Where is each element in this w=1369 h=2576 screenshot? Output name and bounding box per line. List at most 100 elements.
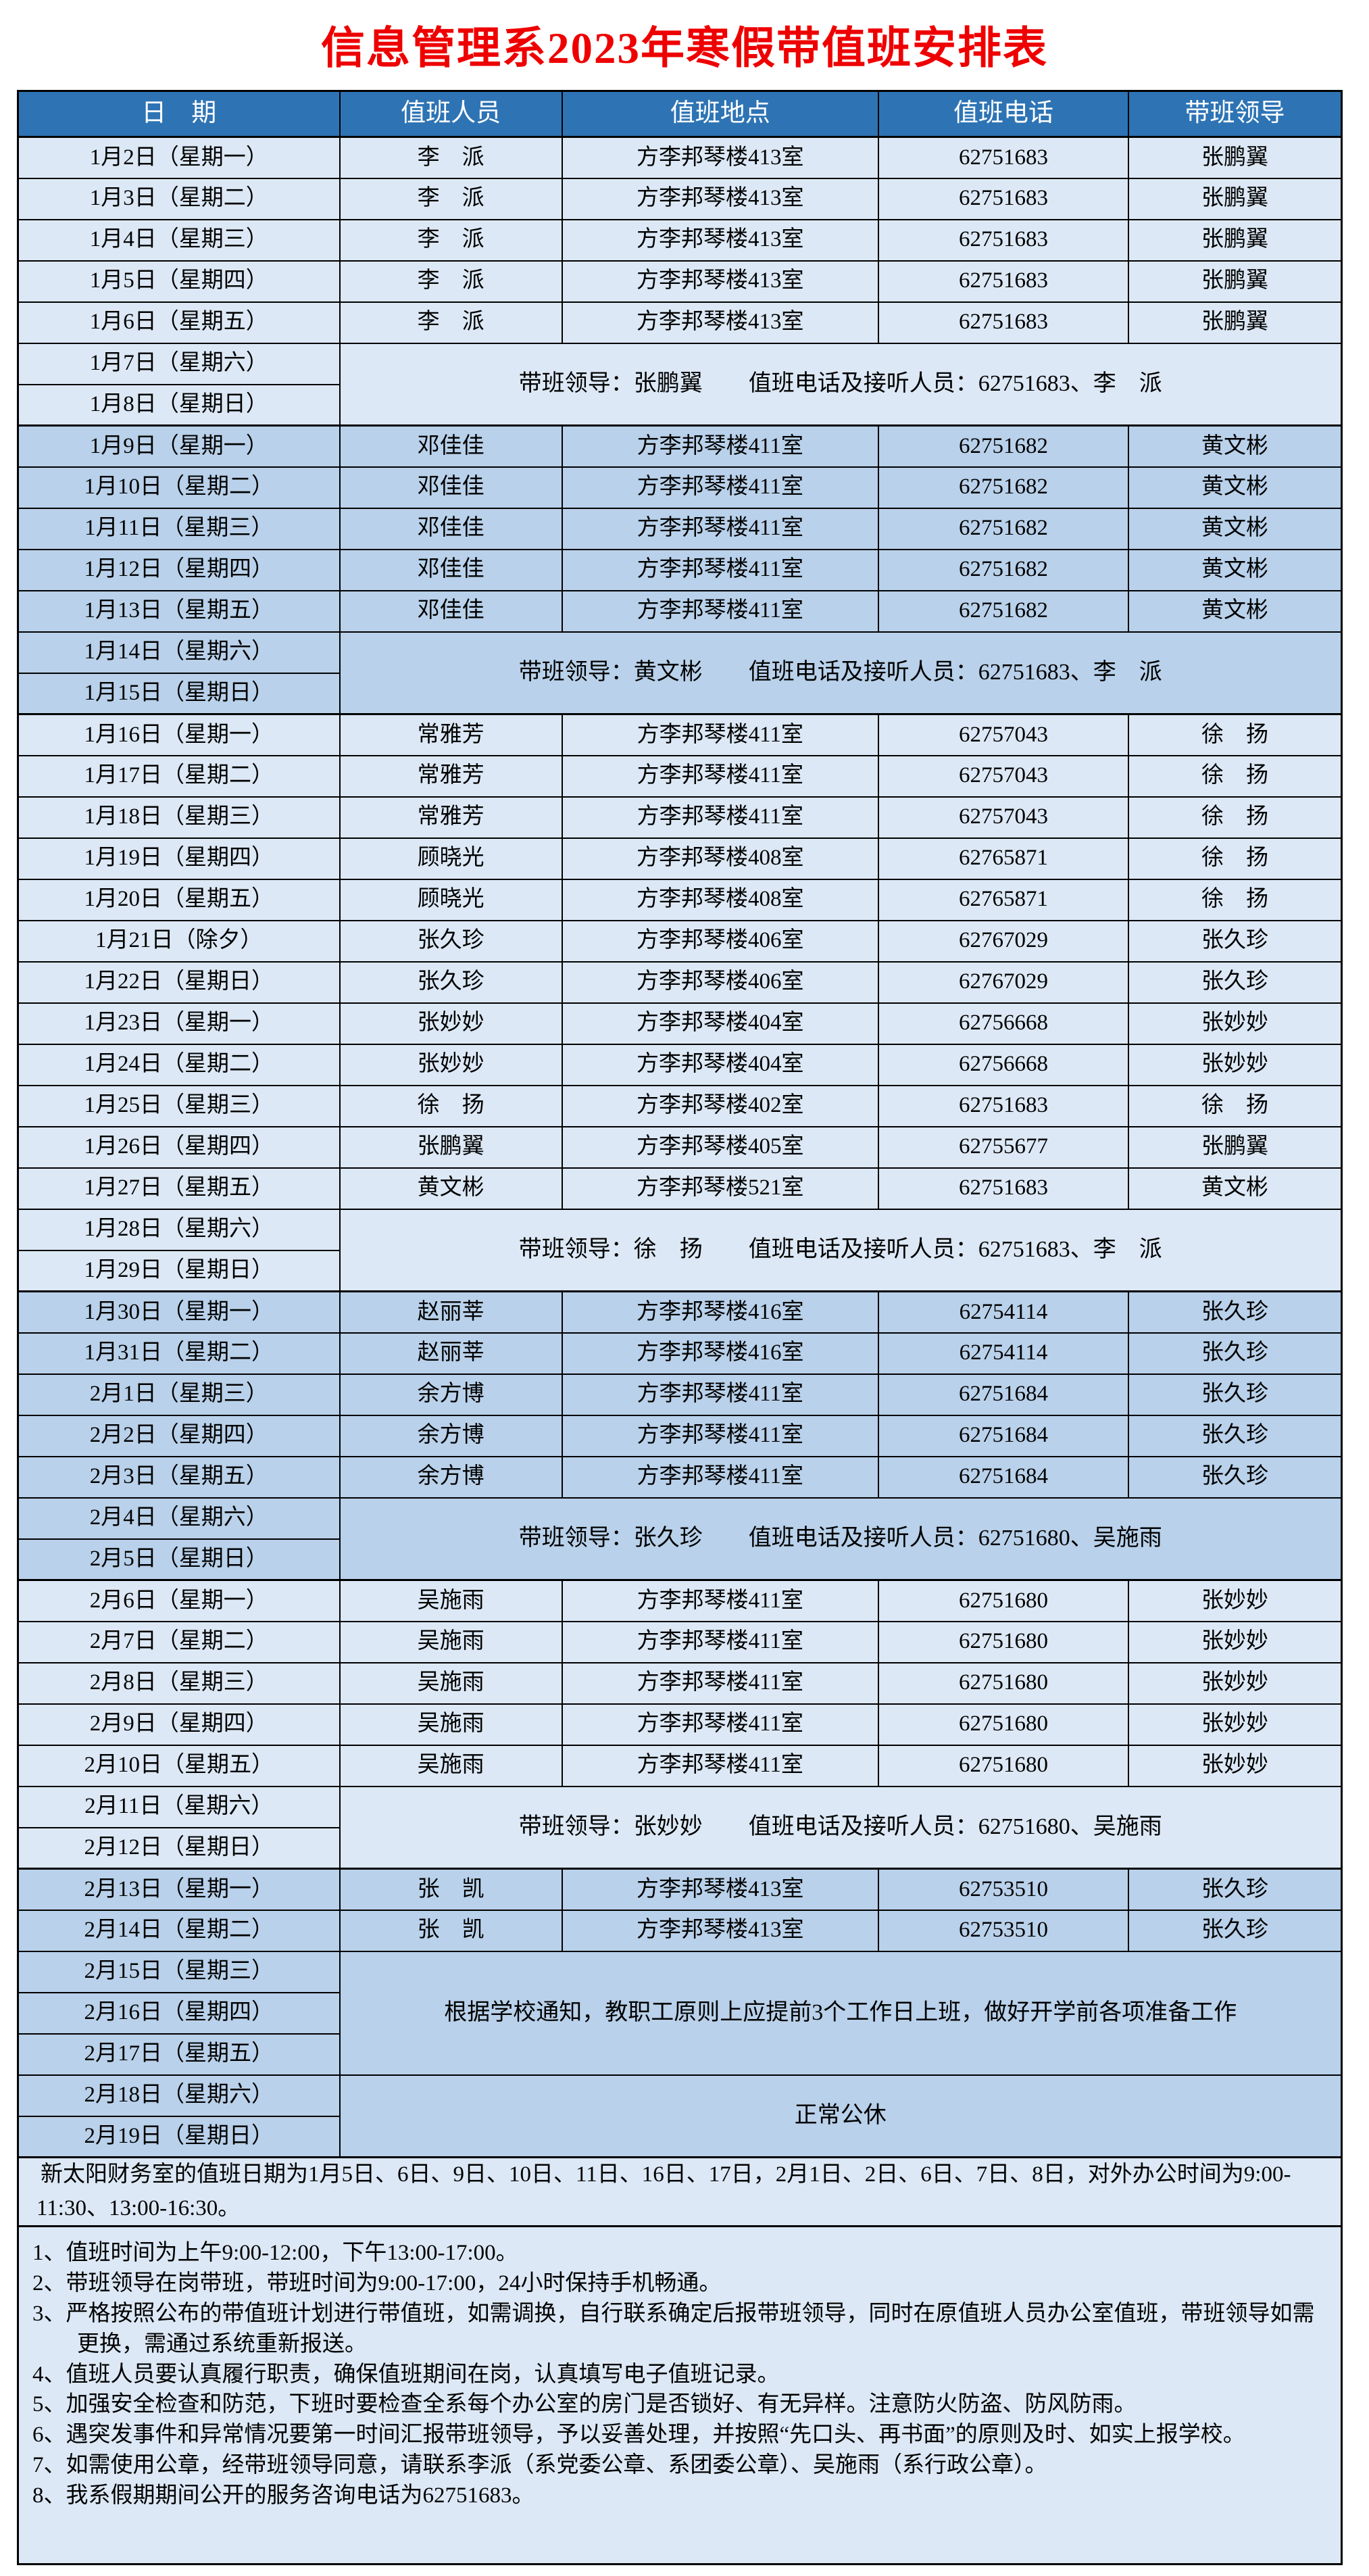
header-cell: 日 期: [17, 90, 341, 138]
table-row: 1月16日（星期一） 常雅芳 方李邦琴楼411室 62757043 徐 扬: [17, 713, 1343, 756]
person-cell: 赵丽莘: [339, 1290, 563, 1334]
place-cell: 方李邦琴楼411室: [561, 713, 879, 756]
phone-cell: 62751684: [877, 1455, 1130, 1499]
instructions-cell: 1、值班时间为上午9:00-12:00，下午13:00-17:00。 2、带班领导…: [17, 2225, 1343, 2565]
merged-note-cell: 带班领导：张妙妙 值班电话及接听人员：62751680、吴施雨: [339, 1785, 1343, 1870]
person-cell: 张 凯: [339, 1868, 563, 1911]
table-row: 1月8日（星期日）: [17, 383, 1342, 427]
person-cell: 邓佳佳: [339, 424, 563, 468]
leader-cell: 黄文彬: [1128, 548, 1343, 591]
person-cell: 吴施雨: [339, 1579, 563, 1622]
table-row: 2月1日（星期三） 余方博 方李邦琴楼411室 62751684 张久珍: [17, 1373, 1343, 1416]
leader-cell: 张妙妙: [1128, 1043, 1343, 1086]
table-row: 1月28日（星期六） 带班领导：徐 扬 值班电话及接听人员：62751683、李 …: [17, 1208, 1343, 1292]
phone-cell: 62751683: [877, 218, 1130, 262]
phone-cell: 62757043: [877, 713, 1130, 756]
date-cell: 2月4日（星期六）: [17, 1497, 341, 1540]
person-cell: 李 派: [339, 136, 563, 179]
date-cell: 1月19日（星期四）: [17, 837, 341, 880]
date-cell: 1月4日（星期三）: [17, 218, 341, 262]
date-cell: 1月15日（星期日）: [17, 672, 341, 715]
date-cell: 2月10日（星期五）: [17, 1744, 341, 1787]
place-cell: 方李邦琴楼411室: [561, 507, 879, 550]
leader-cell: 张久珍: [1128, 1868, 1343, 1911]
date-cell: 1月18日（星期三）: [17, 796, 341, 839]
table-row: 2月12日（星期日）: [17, 1826, 1342, 1870]
place-cell: 方李邦琴楼413室: [561, 260, 879, 303]
date-cell: 1月7日（星期六）: [17, 342, 341, 385]
instruction-item: 8、我系假期期间公开的服务咨询电话为62751683。: [32, 2483, 534, 2508]
footer-note-cell: 新太阳财务室的值班日期为1月5日、6日、9日、10日、11日、16日、17日，2…: [17, 2156, 1343, 2227]
phone-cell: 62751680: [877, 1620, 1130, 1663]
leader-cell: 张久珍: [1128, 1373, 1343, 1416]
place-cell: 方李邦琴楼411室: [561, 796, 879, 839]
table-footer: 新太阳财务室的值班日期为1月5日、6日、9日、10日、11日、16日、17日，2…: [17, 2156, 1343, 2565]
date-cell: 2月2日（星期四）: [17, 1414, 341, 1457]
phone-cell: 62751682: [877, 507, 1130, 550]
person-cell: 吴施雨: [339, 1703, 563, 1746]
date-cell: 1月10日（星期二）: [17, 466, 341, 509]
place-cell: 方李邦琴楼408室: [561, 878, 879, 921]
phone-cell: 62756668: [877, 1002, 1130, 1045]
place-cell: 方李邦琴楼521室: [561, 1167, 879, 1210]
person-cell: 张鹏翼: [339, 1125, 563, 1169]
place-cell: 方李邦琴楼411室: [561, 1455, 879, 1499]
phone-cell: 62751682: [877, 589, 1130, 633]
place-cell: 方李邦琴楼416室: [561, 1332, 879, 1375]
table-row: 1月13日（星期五） 邓佳佳 方李邦琴楼411室 62751682 黄文彬: [17, 589, 1343, 633]
person-cell: 吴施雨: [339, 1661, 563, 1705]
phone-cell: 62751683: [877, 1167, 1130, 1210]
phone-cell: 62757043: [877, 754, 1130, 798]
date-cell: 1月23日（星期一）: [17, 1002, 341, 1045]
table-row: 1月24日（星期二） 张妙妙 方李邦琴楼404室 62756668 张妙妙: [17, 1043, 1343, 1086]
phone-cell: 62751683: [877, 260, 1130, 303]
table-row: 1月23日（星期一） 张妙妙 方李邦琴楼404室 62756668 张妙妙: [17, 1002, 1343, 1045]
leader-cell: 张久珍: [1128, 1455, 1343, 1499]
person-cell: 顾晓光: [339, 878, 563, 921]
phone-cell: 62751680: [877, 1744, 1130, 1787]
table-row: 1月26日（星期四） 张鹏翼 方李邦琴楼405室 62755677 张鹏翼: [17, 1125, 1343, 1169]
leader-cell: 张鹏翼: [1128, 301, 1343, 344]
phone-cell: 62751683: [877, 301, 1130, 344]
date-cell: 1月12日（星期四）: [17, 548, 341, 591]
person-cell: 赵丽莘: [339, 1332, 563, 1375]
place-cell: 方李邦琴楼404室: [561, 1043, 879, 1086]
table-row: 2月16日（星期四）: [17, 1991, 1342, 2035]
date-cell: 2月16日（星期四）: [17, 1991, 341, 2035]
table-row: 2月2日（星期四） 余方博 方李邦琴楼411室 62751684 张久珍: [17, 1414, 1343, 1457]
place-cell: 方李邦琴楼404室: [561, 1002, 879, 1045]
phone-cell: 62754114: [877, 1332, 1130, 1375]
table-row: 1月14日（星期六） 带班领导：黄文彬 值班电话及接听人员：62751683、李 …: [17, 631, 1343, 715]
merged-note-cell: 根据学校通知，教职工原则上应提前3个工作日上班，做好开学前各项准备工作: [339, 1950, 1343, 2076]
place-cell: 方李邦琴楼416室: [561, 1290, 879, 1334]
person-cell: 李 派: [339, 177, 563, 220]
table-row: 1月19日（星期四） 顾晓光 方李邦琴楼408室 62765871 徐 扬: [17, 837, 1343, 880]
instruction-item: 3、严格按照公布的带值班计划进行带值班，如需调换，自行联系确定后报带班领导，同时…: [32, 2301, 1315, 2356]
table-row: 2月5日（星期日）: [17, 1538, 1342, 1581]
person-cell: 余方博: [339, 1373, 563, 1416]
leader-cell: 张久珍: [1128, 1414, 1343, 1457]
date-cell: 2月17日（星期五）: [17, 2033, 341, 2076]
person-cell: 黄文彬: [339, 1167, 563, 1210]
person-cell: 余方博: [339, 1455, 563, 1499]
table-row: 2月13日（星期一）张 凯方李邦琴楼413室 62753510 张久珍: [17, 1868, 1343, 1911]
table-row: 2月10日（星期五） 吴施雨 方李邦琴楼411室 62751680 张妙妙: [17, 1744, 1343, 1787]
date-cell: 1月28日（星期六）: [17, 1208, 341, 1251]
date-cell: 1月29日（星期日）: [17, 1249, 341, 1292]
leader-cell: 黄文彬: [1128, 507, 1343, 550]
phone-cell: 62751680: [877, 1579, 1130, 1622]
date-cell: 1月22日（星期日）: [17, 961, 341, 1004]
table-row: 新太阳财务室的值班日期为1月5日、6日、9日、10日、11日、16日、17日，2…: [17, 2156, 1343, 2227]
table-row: 1月7日（星期六） 带班领导：张鹏翼 值班电话及接听人员：62751683、李 派: [17, 342, 1343, 427]
table-row: 1月6日（星期五）李 派方李邦琴楼413室 62751683 张鹏翼: [17, 301, 1343, 344]
header-row: 日 期值班人员 值班地点 值班电话 带班领导: [17, 90, 1343, 138]
date-cell: 1月25日（星期三）: [17, 1084, 341, 1127]
phone-cell: 62755677: [877, 1125, 1130, 1169]
person-cell: 常雅芳: [339, 754, 563, 798]
leader-cell: 黄文彬: [1128, 424, 1343, 468]
phone-cell: 62757043: [877, 796, 1130, 839]
place-cell: 方李邦琴楼411室: [561, 1373, 879, 1416]
phone-cell: 62765871: [877, 837, 1130, 880]
leader-cell: 张久珍: [1128, 919, 1343, 963]
date-cell: 2月7日（星期二）: [17, 1620, 341, 1663]
